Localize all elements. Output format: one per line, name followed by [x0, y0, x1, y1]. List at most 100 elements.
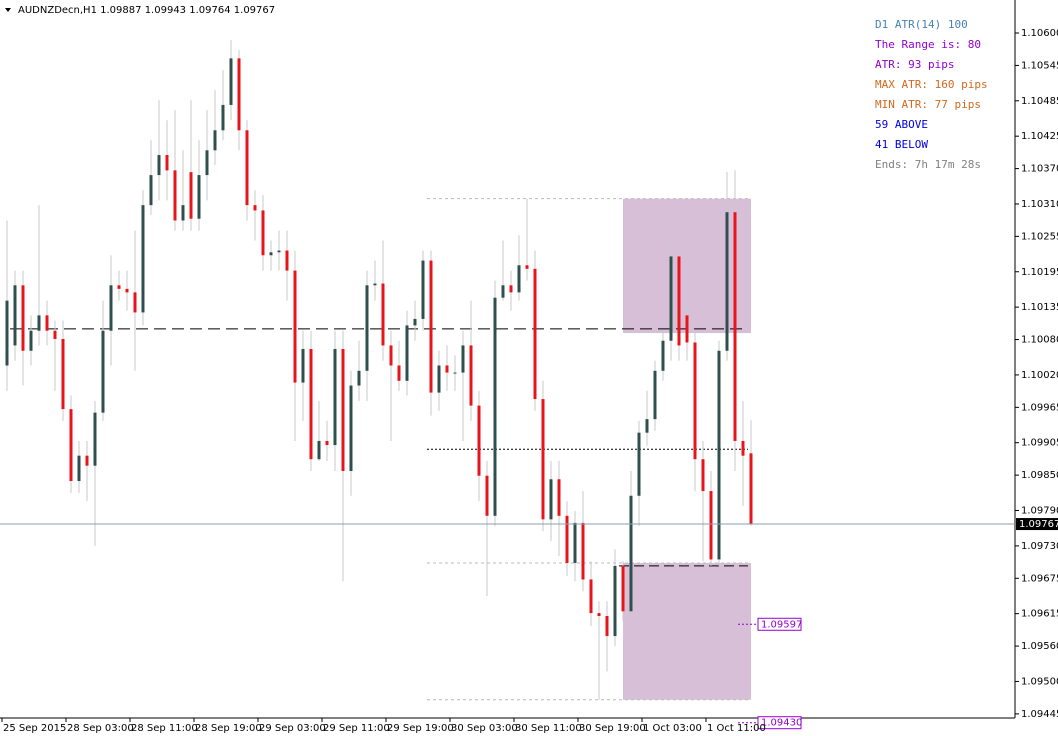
candle-body	[157, 155, 161, 176]
info-line: D1 ATR(14) 100	[875, 18, 968, 31]
candle-body	[621, 565, 625, 612]
current-price-label: 1.09767	[1019, 519, 1058, 530]
y-tick-label: 1.09500	[1021, 676, 1058, 687]
info-line: MIN ATR: 77 pips	[875, 98, 981, 111]
y-tick-label: 1.10545	[1021, 60, 1058, 71]
chart-header: AUDNZDecn,H1 1.09887 1.09943 1.09764 1.0…	[18, 5, 275, 16]
candle-body	[13, 285, 17, 346]
x-tick-label: 28 Sep 11:00	[131, 723, 198, 734]
candle-body	[93, 412, 97, 466]
candle-body	[629, 495, 633, 612]
candle-body	[453, 372, 457, 374]
candle-body	[301, 348, 305, 383]
candle-body	[341, 348, 345, 472]
info-line: MAX ATR: 160 pips	[875, 78, 988, 91]
candle-body	[653, 370, 657, 420]
x-tick-label: 29 Sep 03:00	[259, 723, 326, 734]
y-tick-label: 1.09445	[1021, 709, 1058, 720]
y-tick-label: 1.10135	[1021, 302, 1058, 313]
candle-body	[661, 340, 665, 371]
x-tick-label: 25 Sep 2015	[3, 723, 66, 734]
price-label: 1.09597	[761, 619, 802, 630]
candle-body	[37, 315, 41, 331]
zone	[623, 562, 751, 700]
candle-body	[461, 345, 465, 373]
y-tick-label: 1.10425	[1021, 131, 1058, 142]
candle-body	[181, 205, 185, 221]
candle-body	[365, 285, 369, 371]
price-label: 1.09430	[761, 718, 802, 729]
candle-body	[693, 342, 697, 460]
candle-body	[29, 330, 33, 351]
candle-body	[245, 130, 249, 206]
x-tick-label: 29 Sep 19:00	[387, 723, 454, 734]
candle-body	[277, 250, 281, 253]
candle-body	[101, 330, 105, 413]
candle-body	[85, 455, 89, 466]
candle-body	[221, 104, 225, 131]
candle-body	[509, 285, 513, 293]
candle-body	[5, 300, 9, 366]
candle-body	[613, 565, 617, 637]
candle-body	[573, 522, 577, 563]
candle-body	[549, 479, 553, 520]
candle-body	[701, 459, 705, 492]
y-tick-label: 1.10080	[1021, 335, 1058, 346]
candle-body	[565, 515, 569, 563]
candle-body	[669, 256, 673, 341]
candle-body	[349, 385, 353, 472]
x-tick-label: 29 Sep 11:00	[323, 723, 390, 734]
candle-body	[717, 350, 721, 560]
candle-body	[397, 365, 401, 381]
candle-body	[149, 175, 153, 206]
menu-arrow[interactable]	[5, 8, 11, 12]
ohlc-close: 1.09767	[234, 5, 275, 16]
candle-body	[61, 338, 65, 410]
y-tick-label: 1.09560	[1021, 641, 1058, 652]
x-tick-label: 28 Sep 03:00	[67, 723, 134, 734]
candle-body	[405, 325, 409, 381]
candle-body	[581, 522, 585, 580]
candle-body	[285, 250, 289, 271]
candle-body	[205, 150, 209, 176]
info-line: The Range is: 80	[875, 38, 981, 51]
candle-body	[77, 455, 81, 482]
candle-body	[293, 270, 297, 383]
candle-body	[421, 260, 425, 319]
candle-body	[125, 288, 129, 293]
x-tick-label: 28 Sep 19:00	[195, 723, 262, 734]
candle-body	[469, 345, 473, 406]
candle-body	[165, 155, 169, 171]
candle-body	[541, 399, 545, 520]
candle-body	[557, 479, 561, 516]
x-tick-label: 1 Oct 11:00	[707, 723, 766, 734]
y-tick-label: 1.09675	[1021, 573, 1058, 584]
candle-body	[381, 283, 385, 346]
candle-body	[429, 260, 433, 393]
candle-body	[741, 440, 745, 456]
candle-body	[253, 205, 257, 211]
y-tick-label: 1.10600	[1021, 28, 1058, 39]
ohlc-high: 1.09943	[145, 5, 186, 16]
candle-body	[237, 58, 241, 131]
y-tick-label: 1.10020	[1021, 370, 1058, 381]
candle-body	[485, 475, 489, 516]
y-tick-label: 1.09730	[1021, 541, 1058, 552]
candle-body	[189, 172, 193, 219]
candle-body	[589, 579, 593, 614]
y-tick-label: 1.10195	[1021, 267, 1058, 278]
x-tick-label: 30 Sep 11:00	[515, 723, 582, 734]
y-tick-label: 1.09615	[1021, 609, 1058, 620]
info-line: 59 ABOVE	[875, 118, 928, 131]
candle-body	[477, 405, 481, 476]
candle-body	[357, 370, 361, 386]
candle-body	[733, 212, 737, 441]
candle-body	[229, 58, 233, 105]
candle-body	[21, 285, 25, 351]
plot	[5, 40, 753, 701]
candle-body	[317, 440, 321, 460]
y-tick-label: 1.09965	[1021, 402, 1058, 413]
candle-body	[373, 283, 377, 286]
y-tick-label: 1.09790	[1021, 505, 1058, 516]
